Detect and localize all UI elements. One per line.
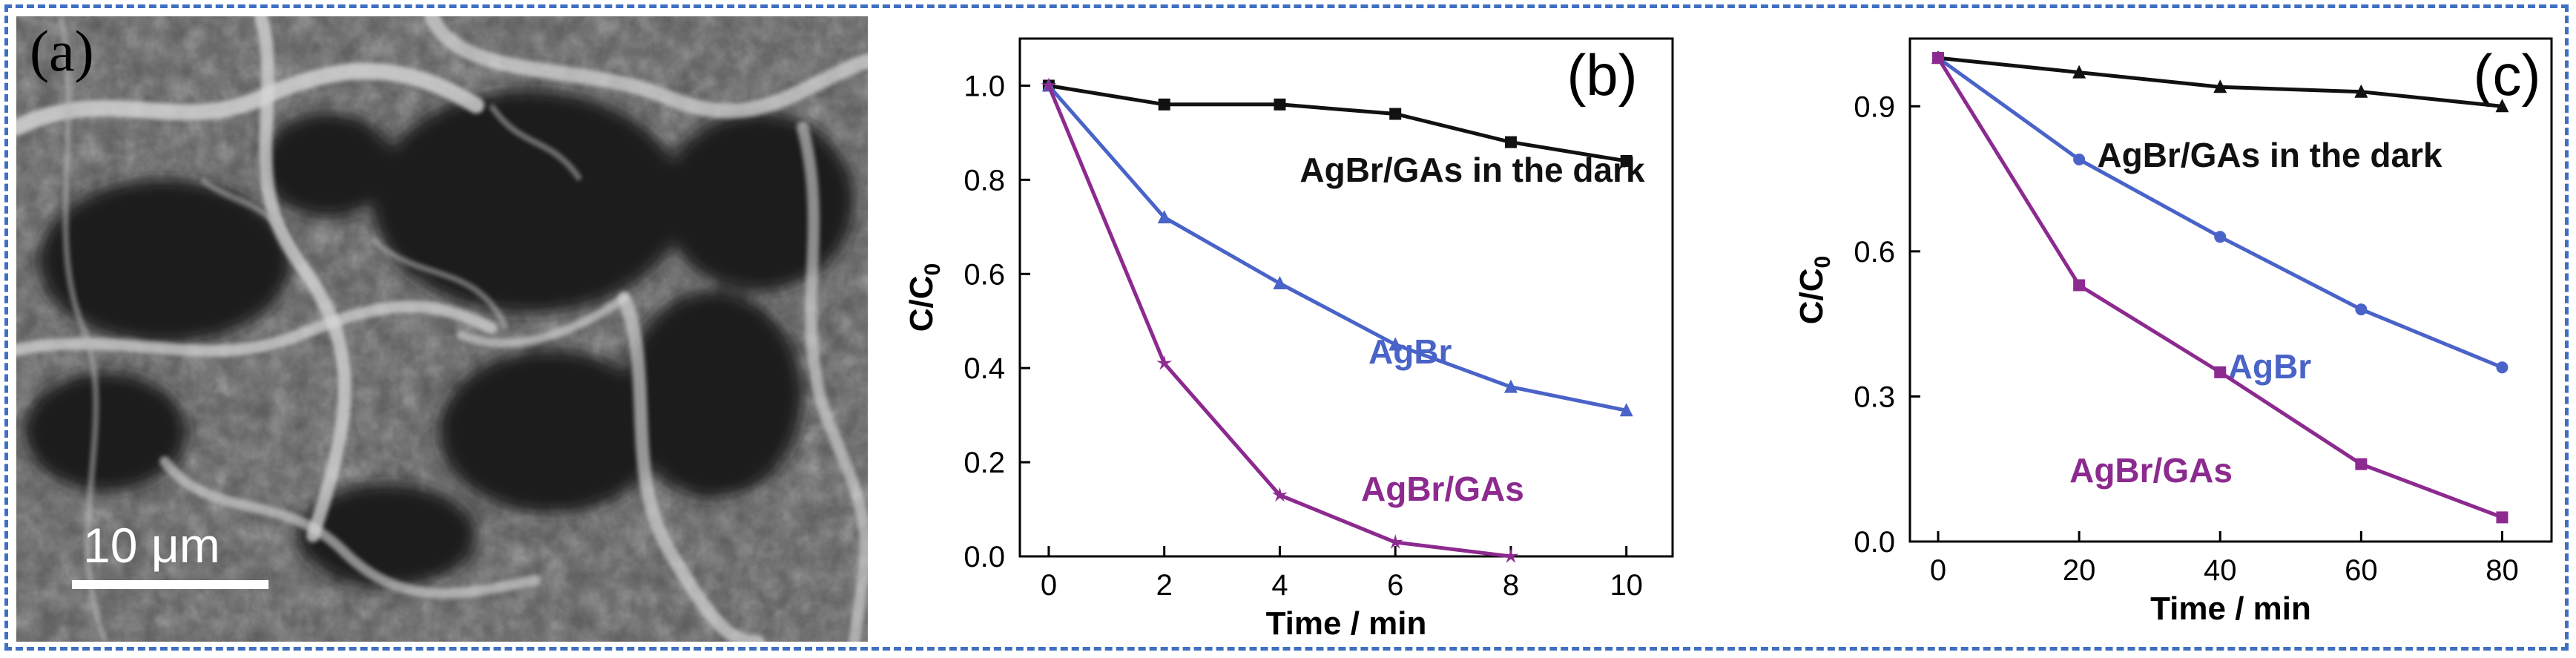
x-axis-label: Time / min bbox=[1266, 605, 1427, 642]
x-tick-label: 6 bbox=[1387, 569, 1403, 602]
data-point bbox=[1503, 379, 1518, 393]
data-point bbox=[2072, 65, 2086, 79]
series-label: AgBr/GAs in the dark bbox=[1299, 151, 1645, 189]
data-point bbox=[2355, 303, 2368, 316]
data-point bbox=[1620, 154, 1633, 167]
series-agbr-gas bbox=[1932, 52, 2509, 524]
series-label: AgBr/GAs bbox=[1361, 470, 1524, 508]
scale-bar bbox=[72, 580, 269, 589]
data-point bbox=[1158, 98, 1170, 111]
y-tick-label: 0.3 bbox=[1854, 381, 1895, 413]
y-axis-label: C/C0 bbox=[1793, 256, 1835, 324]
data-point bbox=[1273, 275, 1287, 289]
x-tick-label: 10 bbox=[1610, 569, 1643, 602]
y-tick-label: 0.9 bbox=[1854, 91, 1895, 123]
data-point bbox=[2073, 279, 2086, 292]
data-point bbox=[1156, 355, 1173, 370]
chart-b: 0 2 4 6 8 10 0.0 0.2 0.4 0.6 0.8 1.0 Time / min C/C0 (… bbox=[903, 37, 1674, 642]
y-tick-label: 0.6 bbox=[1854, 236, 1895, 269]
y-axis-label: C/C0 bbox=[903, 263, 945, 332]
panel-label-a: (a) bbox=[30, 19, 94, 83]
sem-image: (a) 10 μm bbox=[16, 16, 868, 642]
series-line bbox=[1047, 84, 1627, 412]
series-agbr-gas bbox=[1041, 77, 1519, 563]
data-point bbox=[2214, 366, 2227, 378]
figure-border bbox=[4, 4, 2569, 651]
sem-texture bbox=[16, 16, 868, 642]
x-tick-label: 40 bbox=[2204, 554, 2237, 587]
data-point bbox=[1504, 136, 1517, 148]
data-point bbox=[2496, 511, 2509, 524]
data-point bbox=[2073, 153, 2086, 165]
y-tick-label: 0.2 bbox=[963, 447, 1005, 479]
series-agbr bbox=[1041, 78, 1633, 417]
data-point bbox=[2213, 79, 2227, 93]
data-point bbox=[1041, 77, 1057, 93]
series-agbr-gas-in-the-dark bbox=[1931, 50, 2509, 113]
data-point bbox=[1389, 337, 1403, 351]
y-tick-label: 1.0 bbox=[963, 70, 1005, 102]
series-label: AgBr bbox=[1368, 332, 1452, 371]
x-tick-label: 0 bbox=[1930, 554, 1946, 587]
data-point bbox=[1389, 108, 1402, 120]
data-point bbox=[2496, 361, 2509, 374]
x-tick-label: 60 bbox=[2345, 554, 2378, 587]
series-agbr bbox=[1932, 52, 2509, 374]
plot-frame bbox=[1908, 37, 2553, 543]
x-tick-label: 2 bbox=[1156, 569, 1173, 602]
data-point bbox=[2354, 84, 2368, 98]
chart-c: 0 20 40 60 80 0.0 0.3 0.6 0.9 Time / min C/C0 (c) Ag… bbox=[1793, 37, 2553, 627]
series-label: AgBr/GAs bbox=[2069, 451, 2233, 490]
data-point bbox=[1387, 534, 1403, 549]
series-line bbox=[1936, 56, 2503, 519]
y-tick-label: 0.6 bbox=[963, 258, 1005, 291]
y-tick-label: 0.4 bbox=[963, 352, 1005, 385]
x-tick-label: 8 bbox=[1503, 569, 1519, 602]
data-point bbox=[2495, 99, 2509, 113]
data-point bbox=[2355, 458, 2368, 470]
x-tick-label: 20 bbox=[2063, 554, 2096, 587]
y-tick-label: 0.0 bbox=[963, 541, 1005, 573]
data-point bbox=[1932, 52, 1945, 65]
data-point bbox=[2214, 231, 2227, 243]
data-point bbox=[1272, 487, 1288, 502]
x-tick-label: 80 bbox=[2486, 554, 2519, 587]
data-point bbox=[1157, 210, 1171, 224]
y-tick-label: 0.0 bbox=[1854, 526, 1895, 559]
series-line bbox=[1937, 56, 2503, 369]
series-label: AgBr bbox=[2228, 347, 2312, 386]
series-line bbox=[1048, 84, 1627, 163]
panel-label: (c) bbox=[2474, 42, 2541, 108]
scale-bar-label: 10 μm bbox=[83, 518, 220, 573]
data-point bbox=[1274, 98, 1286, 111]
y-tick-label: 0.8 bbox=[963, 164, 1005, 197]
data-point bbox=[1619, 403, 1633, 417]
x-axis-label: Time / min bbox=[2150, 590, 2311, 627]
data-point bbox=[1503, 548, 1519, 563]
x-tick-label: 4 bbox=[1271, 569, 1288, 602]
plot-frame bbox=[1018, 37, 1674, 558]
series-label: AgBr/GAs in the dark bbox=[2097, 136, 2442, 174]
panel-label: (b) bbox=[1567, 42, 1637, 108]
x-tick-label: 0 bbox=[1041, 569, 1057, 602]
